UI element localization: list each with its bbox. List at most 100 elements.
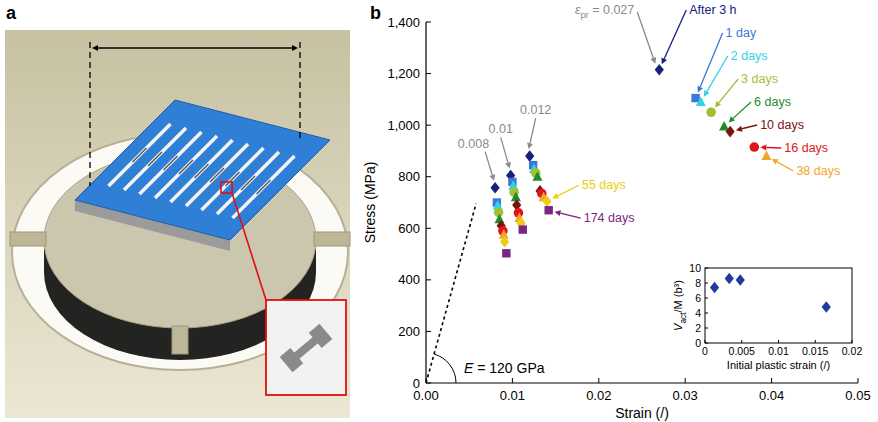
point bbox=[502, 249, 510, 257]
panel-label: b bbox=[370, 3, 381, 23]
y-tick-label: 0 bbox=[413, 376, 420, 391]
zoom-panel bbox=[266, 300, 346, 395]
point bbox=[525, 150, 534, 162]
arrow-shaft bbox=[742, 125, 757, 129]
text-part: = 0.027 bbox=[589, 3, 635, 17]
x-tick-label: 0.04 bbox=[759, 388, 784, 403]
dimension-guide bbox=[89, 42, 90, 186]
bridge bbox=[314, 232, 350, 246]
y-axis-title: Stress (MPa) bbox=[362, 162, 378, 244]
arrow-shaft bbox=[501, 137, 508, 162]
point bbox=[822, 301, 831, 313]
y-tick-label: 0 bbox=[695, 337, 701, 349]
arrow-head bbox=[527, 143, 533, 150]
y-tick bbox=[705, 283, 708, 284]
y-tick bbox=[426, 125, 431, 126]
arrow-shaft bbox=[558, 185, 579, 196]
series-label: 2 days bbox=[731, 49, 768, 63]
series-label: 174 days bbox=[584, 211, 635, 225]
series bbox=[498, 142, 759, 235]
y-tick-label: 1,000 bbox=[387, 118, 420, 133]
arrow-head bbox=[489, 174, 495, 181]
point bbox=[706, 107, 716, 117]
modulus-label: E = 120 GPa bbox=[464, 360, 545, 376]
axes: 0.000.010.020.030.040.0502004006008001,0… bbox=[362, 15, 871, 422]
series-label: 10 days bbox=[760, 118, 804, 132]
y-tick-label: 10 bbox=[689, 262, 701, 274]
y-tick bbox=[705, 313, 708, 314]
y-tick-label: 800 bbox=[398, 169, 420, 184]
bridge bbox=[10, 232, 46, 246]
arrow-head bbox=[552, 193, 559, 198]
plate bbox=[75, 100, 330, 240]
series bbox=[493, 94, 700, 207]
specimen bbox=[257, 180, 271, 194]
series-label: 55 days bbox=[582, 178, 626, 192]
device-illustration bbox=[5, 30, 350, 418]
arrow-shaft bbox=[530, 118, 536, 143]
x-tick bbox=[815, 340, 816, 343]
prestrain-label: εpr = 0.027 bbox=[575, 3, 634, 20]
arrow-head bbox=[729, 116, 735, 122]
series-label: After 3 h bbox=[689, 3, 736, 17]
arrow-shaft bbox=[719, 79, 738, 103]
arrow bbox=[760, 144, 781, 150]
specimen bbox=[148, 152, 162, 166]
y-tick bbox=[705, 328, 708, 329]
point bbox=[761, 151, 771, 161]
x-tick bbox=[741, 340, 742, 343]
arrow bbox=[527, 118, 536, 149]
point bbox=[725, 273, 734, 285]
y-tick bbox=[426, 228, 431, 229]
zoom-box bbox=[221, 182, 232, 193]
y-tick-label: 600 bbox=[398, 221, 420, 236]
point bbox=[542, 195, 551, 207]
arrow bbox=[555, 210, 581, 218]
point bbox=[696, 96, 706, 106]
y-tick-label: 2 bbox=[695, 322, 701, 334]
y-axis bbox=[425, 22, 426, 383]
specimen bbox=[195, 164, 209, 178]
arrow bbox=[736, 125, 757, 132]
arrow-head bbox=[505, 162, 511, 169]
x-tick-label: 0.03 bbox=[673, 388, 698, 403]
arrow bbox=[704, 56, 728, 97]
backdrop bbox=[5, 30, 350, 418]
prestrain-label: 0.008 bbox=[458, 137, 489, 151]
arrow-shaft bbox=[195, 47, 292, 48]
arrow-shaft bbox=[700, 33, 722, 87]
x-tick bbox=[512, 378, 513, 383]
text-part: /M (b³) bbox=[672, 280, 684, 312]
series-label: 16 days bbox=[784, 141, 828, 155]
arrow-head bbox=[736, 126, 743, 132]
x-axis-title: Initial plastic strain (/) bbox=[727, 359, 830, 371]
y-tick bbox=[426, 73, 431, 74]
arrow-shaft bbox=[664, 10, 686, 59]
point bbox=[750, 142, 760, 152]
y-tick-label: 400 bbox=[398, 272, 420, 287]
x-tick bbox=[778, 340, 779, 343]
point bbox=[491, 182, 500, 194]
figure: ab0.000.010.020.030.040.0502004006008001… bbox=[0, 0, 878, 422]
arrow bbox=[661, 10, 686, 64]
point bbox=[710, 282, 719, 294]
arrow bbox=[501, 137, 511, 168]
arrow-head bbox=[772, 159, 779, 165]
arrow bbox=[697, 33, 722, 93]
dimension-guide bbox=[299, 42, 300, 142]
angle-arc bbox=[434, 354, 456, 383]
point bbox=[544, 206, 552, 214]
arrow-shaft bbox=[485, 152, 492, 175]
subscript: pr bbox=[580, 10, 588, 20]
arrow bbox=[729, 102, 752, 122]
arrow-shaft bbox=[637, 12, 653, 58]
arrow-shaft bbox=[733, 102, 751, 118]
point bbox=[494, 214, 504, 224]
arrow-head bbox=[704, 90, 710, 97]
series-label: 38 days bbox=[796, 164, 840, 178]
modulus-line bbox=[426, 204, 476, 383]
panel-label: a bbox=[6, 3, 17, 23]
x-tick bbox=[852, 340, 853, 343]
series bbox=[499, 151, 772, 239]
subscript: act bbox=[679, 312, 688, 324]
